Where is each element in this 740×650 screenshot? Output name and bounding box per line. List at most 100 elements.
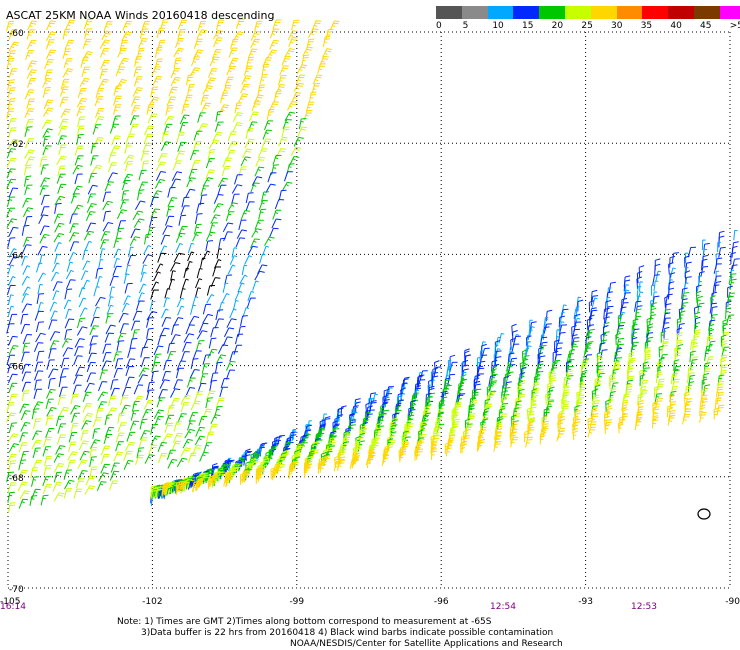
- wind-barb: [48, 368, 59, 379]
- wind-barb: [23, 164, 32, 176]
- wind-barb: [22, 334, 33, 345]
- wind-barb: [654, 263, 661, 276]
- time-label: 12:53: [631, 602, 657, 612]
- wind-barb: [7, 305, 15, 316]
- wind-barb: [655, 371, 663, 384]
- wind-barb: [250, 38, 261, 49]
- wind-barb: [273, 465, 280, 479]
- wind-barb: [17, 469, 28, 480]
- wind-barb: [269, 39, 279, 50]
- wind-barb: [652, 295, 660, 307]
- wind-barb: [557, 412, 564, 426]
- wind-barb: [68, 432, 78, 443]
- wind-barb: [194, 213, 203, 224]
- wind-barb: [535, 367, 542, 379]
- wind-barb: [147, 113, 158, 124]
- wind-barb: [218, 301, 225, 313]
- wind-barb: [701, 398, 708, 411]
- wind-barb: [680, 310, 686, 323]
- wind-barb: [164, 288, 171, 299]
- wind-barb: [27, 77, 36, 88]
- wind-barb: [428, 392, 435, 405]
- wind-barb: [62, 347, 73, 357]
- wind-barb: [93, 286, 100, 297]
- wind-barb: [34, 379, 42, 391]
- wind-barb: [194, 391, 203, 402]
- wind-barb: [297, 126, 308, 137]
- wind-barb: [143, 244, 152, 255]
- wind-barb: [514, 397, 522, 409]
- wind-barb: [22, 207, 34, 218]
- wind-barb: [696, 295, 703, 308]
- wind-barb: [690, 359, 698, 371]
- wind-barb: [164, 422, 174, 433]
- wind-barb: [37, 245, 48, 256]
- wind-barb: [32, 447, 41, 459]
- wind-barb: [49, 301, 58, 312]
- wind-barb: [258, 200, 268, 211]
- wind-barb: [619, 311, 626, 323]
- wind-barb: [69, 223, 79, 234]
- wind-barb: [655, 270, 662, 282]
- wind-barb: [200, 257, 206, 268]
- wind-barb: [71, 412, 80, 423]
- wind-barb: [125, 133, 135, 144]
- wind-barb: [18, 459, 27, 471]
- wind-barb: [416, 448, 424, 460]
- wind-barb: [22, 197, 32, 208]
- wind-barb: [116, 340, 125, 351]
- wind-barb: [710, 314, 718, 325]
- wind-barb: [606, 297, 611, 308]
- wind-barb: [729, 278, 737, 290]
- wind-barb: [319, 55, 329, 66]
- wind-barb: [714, 397, 722, 409]
- wind-barb: [34, 370, 44, 381]
- wind-barb: [231, 184, 243, 194]
- wind-barb: [451, 423, 458, 436]
- wind-barb: [25, 138, 34, 149]
- wind-barb: [107, 172, 118, 182]
- wind-barb: [113, 451, 124, 462]
- wind-barb: [653, 280, 659, 292]
- wind-barb: [188, 315, 200, 326]
- wind-barb: [202, 408, 212, 419]
- wind-barb: [219, 386, 228, 398]
- wind-barb: [166, 96, 177, 107]
- wind-barb: [304, 464, 312, 476]
- wind-barb: [97, 391, 109, 401]
- wind-barb: [250, 30, 261, 41]
- wind-barb: [8, 29, 18, 40]
- wind-barb: [431, 448, 438, 460]
- wind-barb: [118, 312, 129, 323]
- wind-barb: [712, 284, 720, 296]
- wind-barb: [651, 416, 659, 429]
- wind-barb: [667, 287, 675, 300]
- wind-barb: [249, 111, 259, 122]
- wind-barb: [7, 237, 16, 248]
- wind-barb: [245, 192, 254, 204]
- wind-barb: [526, 407, 533, 420]
- wind-barb: [151, 361, 161, 373]
- wind-barb: [143, 133, 154, 144]
- wind-barb: [7, 491, 15, 503]
- wind-barb: [682, 413, 691, 425]
- wind-barb: [123, 273, 130, 284]
- wind-barb: [86, 203, 97, 213]
- wind-barb: [281, 126, 290, 138]
- wind-barb: [7, 363, 16, 374]
- wind-barb: [562, 392, 569, 405]
- wind-barb: [54, 202, 62, 214]
- wind-barb: [223, 475, 231, 487]
- wind-barb: [82, 412, 93, 423]
- wind-barb: [81, 66, 90, 77]
- wind-barb: [129, 420, 140, 431]
- wind-barb: [70, 405, 81, 415]
- wind-barb: [107, 296, 114, 307]
- lon-tick-label: -93: [578, 597, 593, 607]
- wind-barb: [200, 94, 209, 106]
- wind-barb: [76, 106, 86, 117]
- wind-barb: [213, 194, 224, 204]
- wind-barb: [133, 66, 142, 78]
- wind-barb: [498, 332, 505, 344]
- wind-barb: [147, 381, 155, 393]
